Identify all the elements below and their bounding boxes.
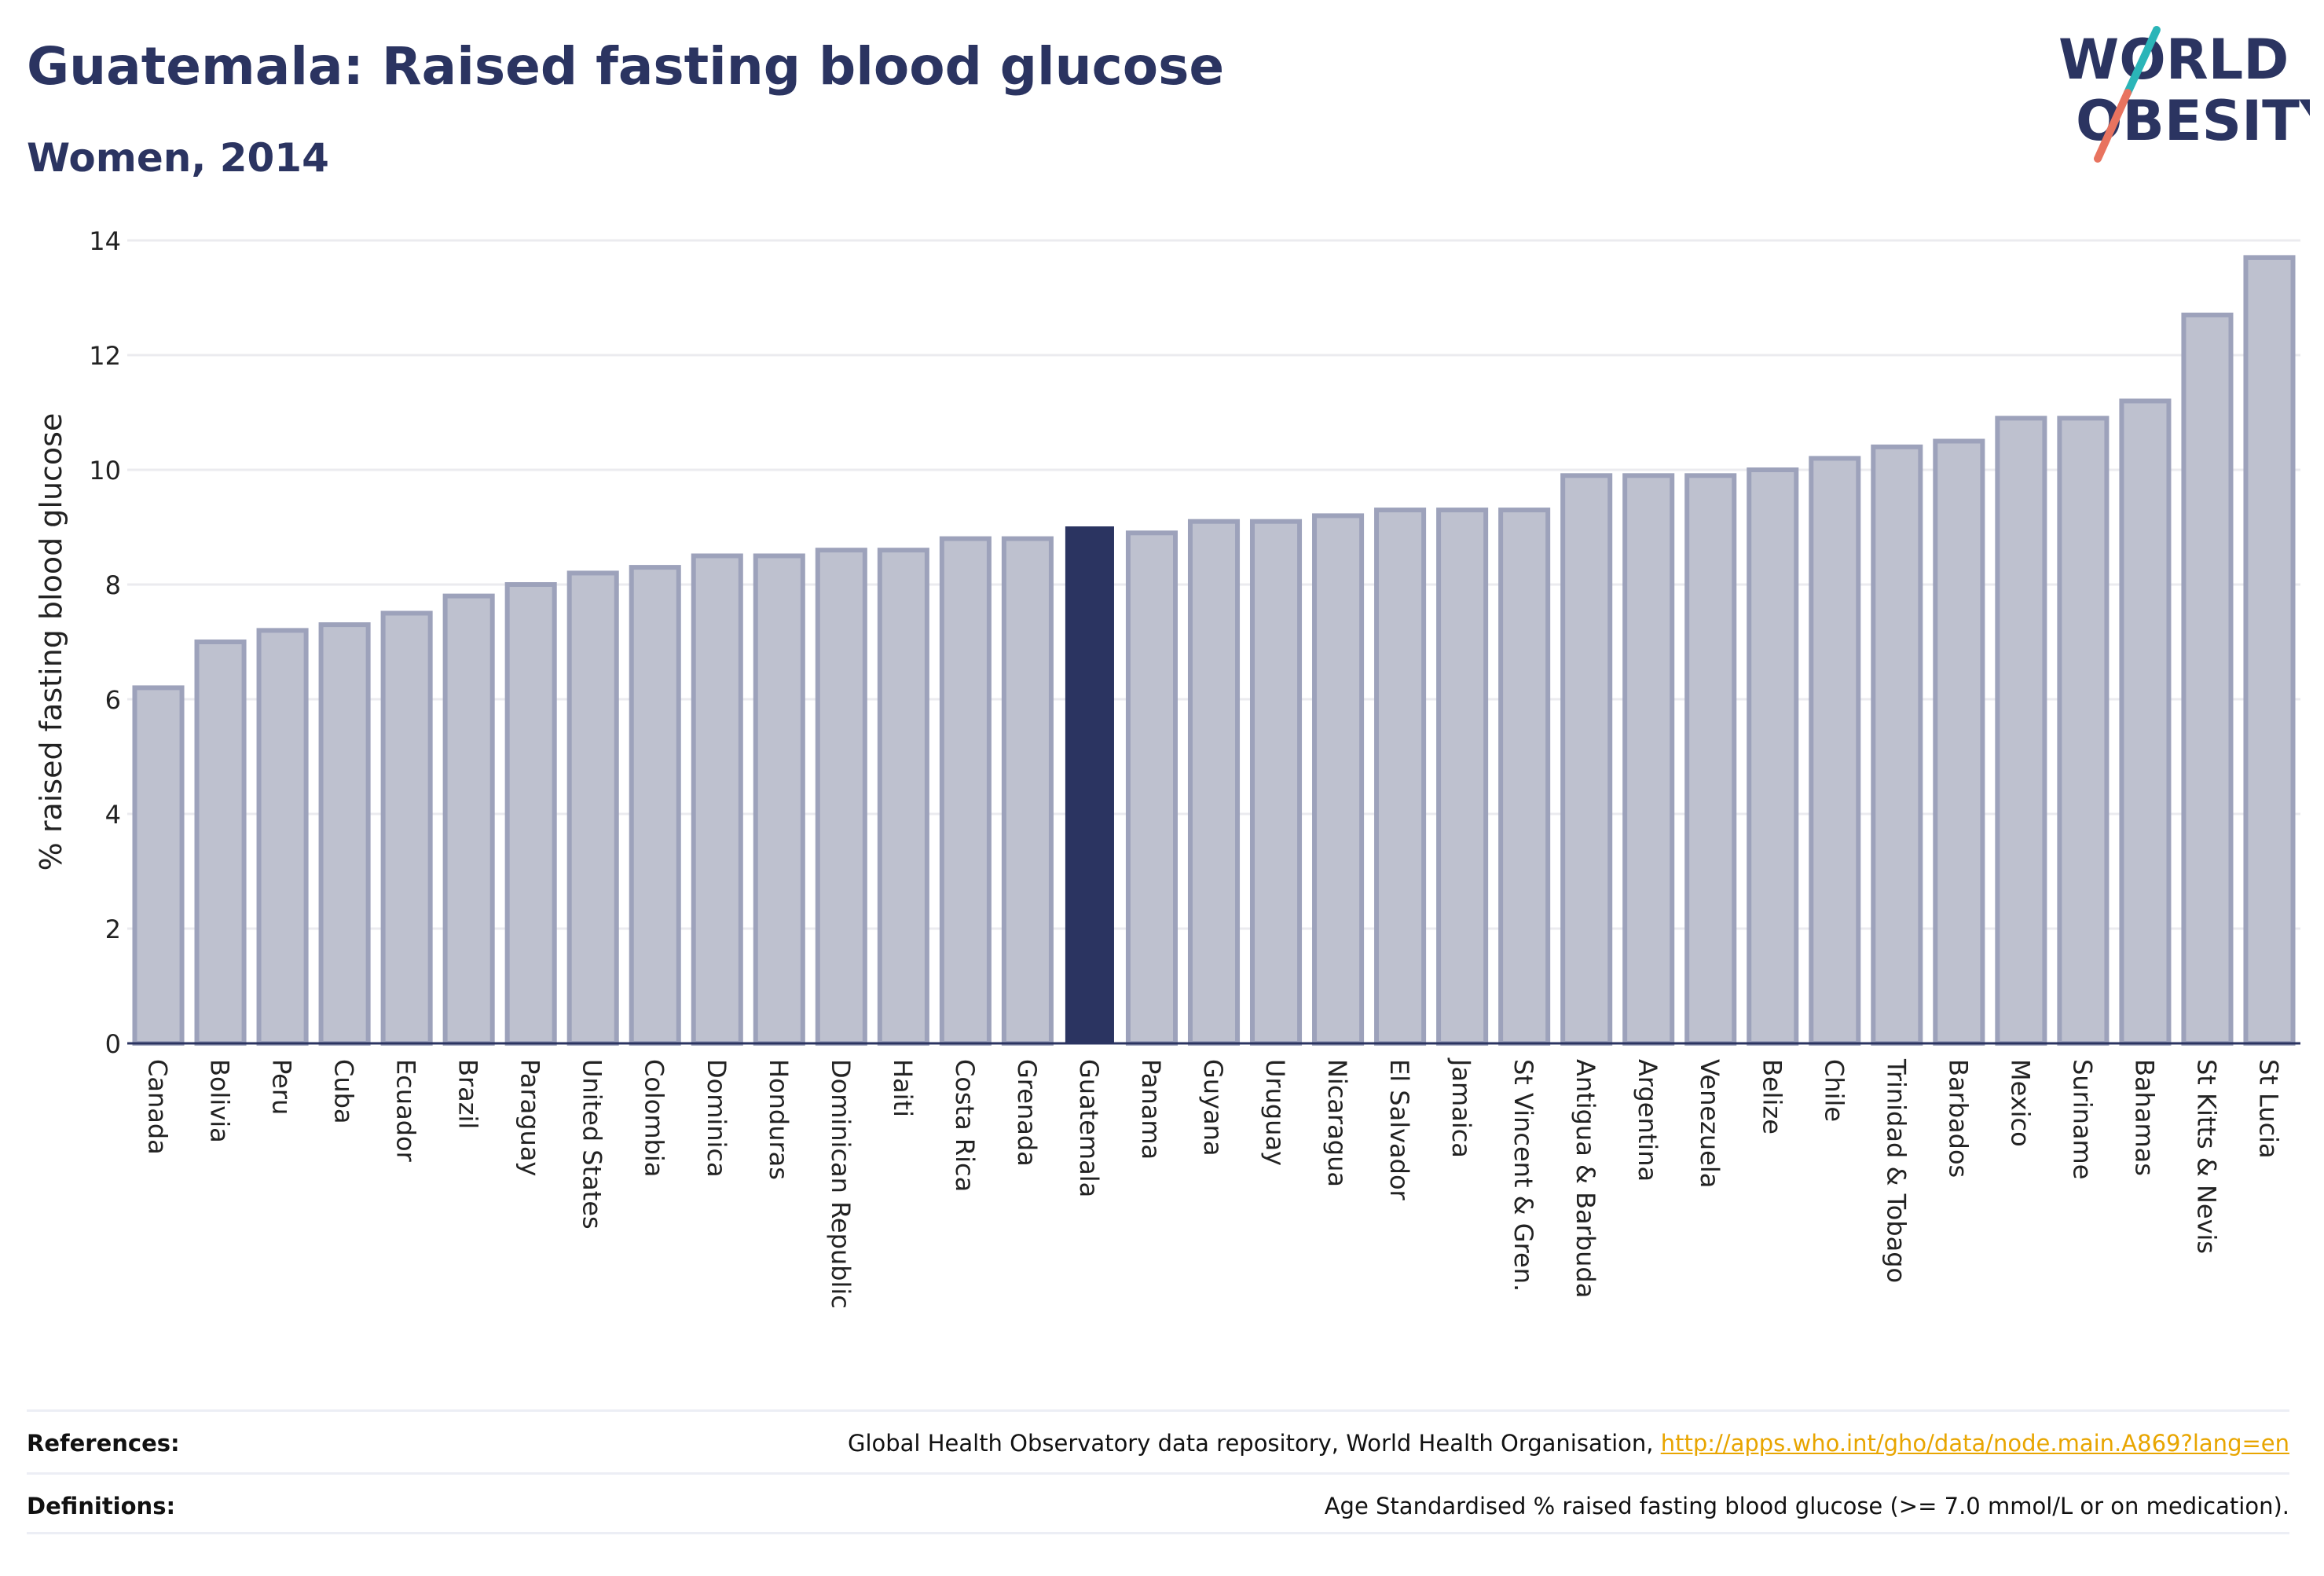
bars — [132, 255, 2296, 1046]
bar — [566, 570, 619, 1046]
bar — [380, 610, 433, 1046]
bar — [629, 565, 681, 1046]
x-tick-label: Uruguay — [1260, 1059, 1290, 1166]
logo-slash-red — [2094, 89, 2132, 163]
x-tick-label: Peru — [267, 1059, 297, 1115]
references-label: References: — [27, 1430, 180, 1457]
bar — [318, 622, 371, 1046]
x-tick-label: Haiti — [888, 1059, 918, 1117]
x-tick-label: Colombia — [640, 1059, 669, 1177]
y-tick-label: 8 — [105, 570, 121, 600]
chart-title: Guatemala: Raised fasting blood glucose — [27, 36, 1225, 97]
x-tick-label: Costa Rica — [950, 1059, 980, 1192]
definitions-label: Definitions: — [27, 1493, 176, 1519]
x-tick-label: Nicaragua — [1322, 1059, 1352, 1187]
x-tick-label: Guyana — [1198, 1059, 1228, 1156]
logo-slash-teal — [2124, 26, 2161, 97]
x-tick-label: Antigua & Barbuda — [1571, 1059, 1600, 1298]
bar — [815, 548, 867, 1046]
x-axis-labels: Canada Bolivia Peru Cuba Ecuador Brazil Paragu… — [143, 1057, 2284, 1309]
x-tick-label: Argentina — [1633, 1059, 1662, 1182]
logo-line1: WORLD — [2058, 27, 2289, 92]
x-tick-label: Panama — [1136, 1059, 1166, 1160]
x-tick-label: Mexico — [2005, 1059, 2035, 1147]
bar-highlight — [1065, 526, 1114, 1044]
x-tick-label: St Vincent & Gren. — [1508, 1059, 1538, 1292]
x-tick-label: Honduras — [764, 1059, 794, 1180]
references-link[interactable]: http://apps.who.int/gho/data/node.main.A… — [1660, 1430, 2289, 1457]
bar — [2181, 312, 2234, 1046]
y-tick-label: 10 — [89, 456, 121, 486]
y-tick-label: 4 — [105, 800, 121, 830]
bar — [1560, 473, 1613, 1046]
definitions-text: Age Standardised % raised fasting blood … — [1324, 1493, 2289, 1519]
bar — [1809, 456, 1861, 1046]
x-tick-label: Dominican Republic — [826, 1059, 856, 1309]
bar — [2119, 398, 2172, 1046]
x-tick-label: Guatemala — [1074, 1059, 1104, 1197]
footer-divider — [27, 1532, 2289, 1534]
bar — [1436, 508, 1489, 1046]
x-tick-label: Paraguay — [515, 1059, 545, 1176]
bar — [2057, 416, 2110, 1046]
bar — [753, 553, 805, 1046]
bar — [1871, 444, 1923, 1046]
x-tick-label: Belize — [1757, 1059, 1787, 1134]
bar — [1312, 513, 1365, 1046]
x-tick-label: Grenada — [1012, 1059, 1042, 1167]
x-tick-label: Venezuela — [1695, 1059, 1725, 1188]
references-value: Global Health Observatory data repositor… — [848, 1430, 2289, 1457]
x-tick-label: Trinidad & Tobago — [1881, 1058, 1911, 1283]
bar — [1374, 508, 1427, 1046]
x-tick-label: Cuba — [329, 1059, 359, 1124]
bar — [1249, 519, 1303, 1046]
world-obesity-logo: WORLD OBESITY — [2058, 26, 2310, 163]
y-tick-label: 12 — [89, 341, 121, 371]
x-tick-label: El Salvador — [1384, 1059, 1414, 1201]
y-tick-label: 2 — [105, 914, 121, 944]
x-tick-label: Suriname — [2067, 1059, 2097, 1179]
definitions-row: Definitions: Age Standardised % raised f… — [27, 1472, 2289, 1538]
bar — [1747, 467, 1799, 1046]
y-axis-ticks: 0 2 4 6 8 10 12 14 — [89, 226, 121, 1059]
x-tick-label: St Kitts & Nevis — [2191, 1059, 2221, 1254]
x-tick-label: St Lucia — [2253, 1059, 2283, 1159]
bar — [2243, 255, 2296, 1046]
x-tick-label: Bolivia — [205, 1059, 235, 1143]
bar — [1187, 519, 1241, 1046]
bar — [877, 548, 929, 1046]
y-tick-label: 0 — [105, 1029, 121, 1059]
bar — [504, 582, 557, 1046]
x-tick-label: Bahamas — [2129, 1059, 2159, 1176]
x-tick-label: Dominica — [702, 1059, 731, 1178]
chart-subtitle: Women, 2014 — [27, 135, 329, 181]
references-row: References: Global Health Observatory da… — [27, 1409, 2289, 1475]
y-axis-title: % raised fasting blood glucose — [34, 413, 68, 871]
x-tick-label: Canada — [143, 1059, 173, 1155]
bar-chart: 0 2 4 6 8 10 12 14 Canada Bolivia Peru Cuba Ecuador… — [34, 226, 2300, 1309]
references-text: Global Health Observatory data repositor… — [847, 1430, 1661, 1457]
bar — [194, 640, 247, 1046]
y-tick-label: 6 — [105, 685, 121, 715]
bar — [691, 553, 743, 1046]
bar — [1995, 416, 2047, 1046]
bar — [1001, 536, 1054, 1046]
x-tick-label: Ecuador — [391, 1059, 421, 1163]
x-tick-label: Chile — [1819, 1059, 1849, 1122]
bar — [256, 628, 309, 1046]
bar — [1498, 508, 1551, 1046]
bar — [1622, 473, 1675, 1046]
bar — [939, 536, 992, 1046]
bar — [132, 685, 185, 1046]
bar — [442, 593, 495, 1046]
x-tick-label: Jamaica — [1446, 1057, 1476, 1158]
bar — [1933, 438, 1985, 1046]
bar — [1684, 473, 1737, 1046]
bar — [1125, 530, 1178, 1046]
x-tick-label: Brazil — [453, 1059, 483, 1129]
x-tick-label: United States — [577, 1059, 607, 1230]
x-tick-label: Barbados — [1943, 1059, 1973, 1178]
y-tick-label: 14 — [89, 226, 121, 256]
